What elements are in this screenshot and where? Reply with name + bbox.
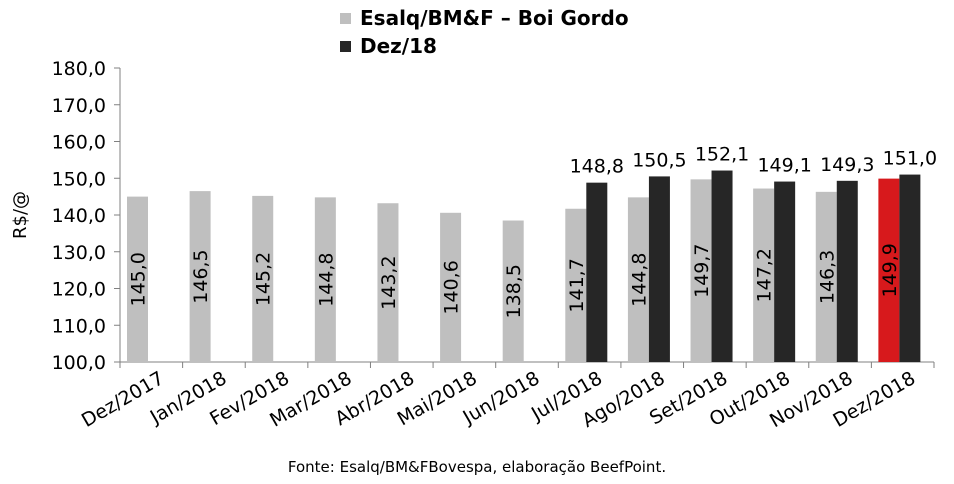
- source-note: Fonte: Esalq/BM&FBovespa, elaboração Bee…: [287, 458, 667, 476]
- y-tick-label: 170,0: [52, 95, 106, 117]
- data-label-esalq: 145,0: [128, 252, 150, 306]
- bar-esalq: [127, 196, 148, 362]
- data-label-dez18: 148,8: [570, 156, 624, 178]
- bar-esalq: [753, 188, 775, 362]
- legend-item-esalq: Esalq/BM&F – Boi Gordo: [340, 4, 629, 32]
- y-tick-label: 120,0: [52, 279, 106, 301]
- bar-esalq: [690, 179, 712, 362]
- legend-item-dez18: Dez/18: [340, 32, 629, 60]
- bar-esalq: [252, 195, 274, 362]
- legend-swatch-esalq: [340, 12, 351, 24]
- data-label-esalq: 143,2: [378, 255, 400, 309]
- y-tick-label: 110,0: [52, 315, 106, 337]
- bar-esalq: [815, 191, 837, 362]
- data-label-dez18: 151,0: [883, 148, 937, 170]
- data-label-dez18: 149,1: [757, 155, 811, 177]
- bar-dez18: [586, 182, 608, 362]
- data-label-esalq: 141,7: [566, 258, 588, 312]
- data-label-dez18: 149,3: [820, 154, 874, 176]
- bar-esalq: [502, 220, 524, 362]
- data-label-esalq: 146,3: [816, 250, 838, 304]
- data-label-esalq: 140,6: [441, 260, 463, 314]
- data-label-esalq: 138,5: [503, 264, 525, 318]
- bar-dez18: [836, 180, 858, 362]
- data-label-dez18: 150,5: [632, 149, 686, 171]
- data-label-esalq: 144,8: [628, 252, 650, 306]
- legend: Esalq/BM&F – Boi Gordo Dez/18: [340, 4, 629, 60]
- bar-dez18: [774, 181, 796, 362]
- bar-dez18: [899, 174, 921, 362]
- data-label-dez18: 152,1: [695, 144, 749, 166]
- y-tick-label: 100,0: [52, 352, 106, 374]
- bar-esalq: [627, 197, 649, 362]
- y-tick-label: 150,0: [52, 168, 106, 190]
- bar-esalq: [377, 203, 399, 362]
- y-tick-label: 180,0: [52, 58, 106, 80]
- bar-esalq: [440, 212, 462, 362]
- y-tick-label: 140,0: [52, 205, 106, 227]
- legend-label-dez18: Dez/18: [360, 34, 437, 58]
- data-label-esalq: 149,9: [879, 243, 901, 297]
- legend-label-esalq: Esalq/BM&F – Boi Gordo: [360, 6, 629, 30]
- data-label-esalq: 149,7: [691, 243, 713, 297]
- bar-esalq: [189, 191, 211, 362]
- legend-swatch-dez18: [340, 40, 351, 52]
- bar-dez18: [648, 176, 670, 362]
- bar-esalq: [878, 178, 900, 362]
- y-tick-label: 160,0: [52, 132, 106, 154]
- y-axis-title: R$/@: [10, 191, 31, 239]
- bar-esalq: [314, 197, 336, 362]
- data-label-esalq: 145,2: [253, 252, 275, 306]
- bar-dez18: [711, 170, 733, 362]
- bar-esalq: [565, 208, 587, 362]
- data-label-esalq: 146,5: [190, 249, 212, 303]
- data-label-esalq: 147,2: [754, 248, 776, 302]
- y-tick-label: 130,0: [52, 242, 106, 264]
- data-label-esalq: 144,8: [315, 252, 337, 306]
